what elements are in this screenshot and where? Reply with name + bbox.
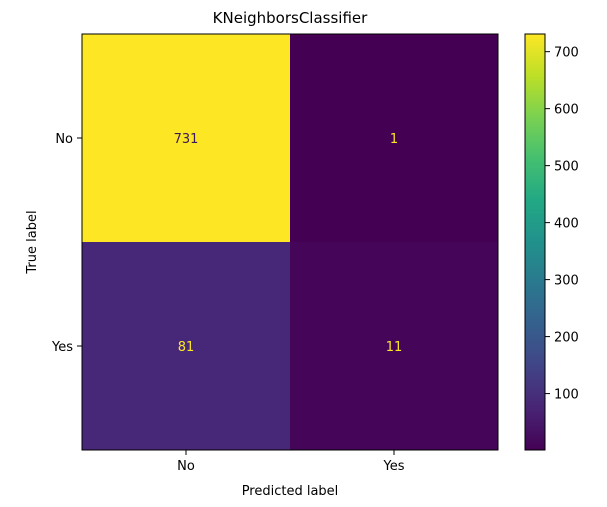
colorbar-tick-label: 400	[554, 217, 579, 232]
y-axis-ticks: No Yes	[51, 132, 82, 355]
chart-title: KNeighborsClassifier	[213, 9, 368, 27]
colorbar-tick-label: 200	[554, 331, 579, 346]
y-tick-label: No	[55, 132, 73, 147]
cell-value-label: 1	[390, 132, 398, 147]
heatmap-cells: 731 1 81 11	[82, 34, 498, 450]
y-axis-label: True label	[25, 210, 40, 274]
x-tick-label: No	[177, 459, 195, 474]
colorbar-tick-label: 500	[554, 160, 579, 175]
x-axis-label: Predicted label	[242, 484, 339, 499]
cell-value-label: 81	[178, 340, 195, 355]
x-axis-ticks: No Yes	[177, 450, 405, 474]
cell-value-label: 11	[386, 340, 403, 355]
heatmap-cell	[82, 242, 290, 450]
cell-value-label: 731	[174, 132, 199, 147]
plot-frame	[81, 33, 499, 451]
colorbar	[524, 33, 546, 451]
x-tick-label: Yes	[383, 459, 405, 474]
y-tick-label: Yes	[51, 340, 73, 355]
colorbar-tick-label: 100	[554, 388, 579, 403]
colorbar-tick-label: 700	[554, 46, 579, 61]
colorbar-tick-label: 300	[554, 274, 579, 289]
colorbar-ticks: 100 200 300 400 500 600 700	[545, 46, 579, 403]
heatmap-cell	[82, 34, 290, 242]
colorbar-tick-label: 600	[554, 103, 579, 118]
heatmap-cell	[290, 242, 498, 450]
heatmap-cell	[290, 34, 498, 242]
